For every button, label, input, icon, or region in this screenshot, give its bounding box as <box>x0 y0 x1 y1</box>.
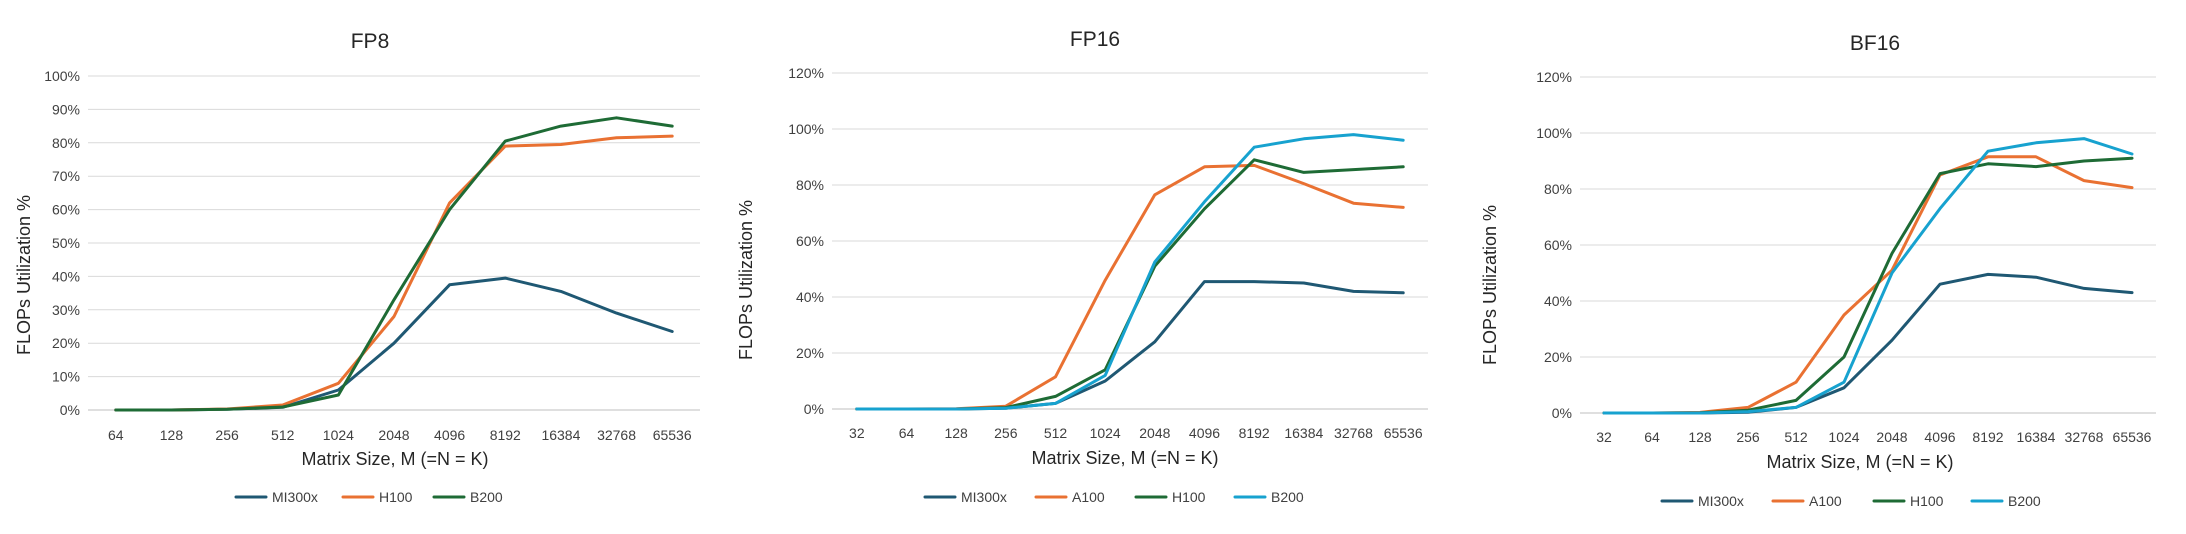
series-line-b200 <box>1602 137 2134 415</box>
chart-title: FP8 <box>351 30 390 53</box>
legend-label-mi300x: MI300x <box>1698 493 1744 509</box>
x-tick-label: 256 <box>994 425 1018 441</box>
x-tick-label: 8192 <box>1972 429 2003 445</box>
x-tick-label: 1024 <box>1090 425 1121 441</box>
legend-label-mi300x: MI300x <box>272 489 318 505</box>
legend-label-mi300x: MI300x <box>961 489 1007 505</box>
chart-title: FP16 <box>1070 28 1120 51</box>
x-tick-label: 64 <box>1644 429 1660 445</box>
y-tick-label: 10% <box>52 369 80 385</box>
fp8-chart: FP8 FLOPs Utilization % Matrix Size, M (… <box>0 0 720 534</box>
y-tick-label: 20% <box>796 345 824 361</box>
x-tick-label: 2048 <box>1876 429 1907 445</box>
legend-label-h100: H100 <box>379 489 413 505</box>
y-tick-label: 30% <box>52 302 80 318</box>
x-axis-label: Matrix Size, M (=N = K) <box>1766 452 1953 472</box>
x-tick-label: 65536 <box>1384 425 1423 441</box>
y-axis-label: FLOPs Utilization % <box>736 200 756 360</box>
x-tick-label: 65536 <box>653 427 692 443</box>
legend-label-a100: A100 <box>1072 489 1105 505</box>
x-tick-label: 64 <box>108 427 124 443</box>
y-tick-label: 80% <box>1544 181 1572 197</box>
y-tick-label: 60% <box>52 202 80 218</box>
fp8-chart-svg: FP8 FLOPs Utilization % Matrix Size, M (… <box>14 30 700 505</box>
y-tick-label: 70% <box>52 168 80 184</box>
x-tick-label: 32768 <box>597 427 636 443</box>
legend-label-a100: A100 <box>1809 493 1842 509</box>
x-tick-label: 128 <box>944 425 968 441</box>
x-tick-label: 512 <box>1784 429 1808 445</box>
x-tick-label: 16384 <box>541 427 580 443</box>
series-line-h100 <box>855 158 1405 411</box>
x-tick-label: 8192 <box>490 427 521 443</box>
legend-label-h100: H100 <box>1910 493 1944 509</box>
x-tick-label: 512 <box>271 427 295 443</box>
y-tick-label: 40% <box>52 268 80 284</box>
fp16-chart-svg: FP16 FLOPs Utilization % Matrix Size, M … <box>736 28 1428 505</box>
x-axis-label: Matrix Size, M (=N = K) <box>301 449 488 469</box>
bf16-chart-svg: BF16 FLOPs Utilization % Matrix Size, M … <box>1480 32 2156 509</box>
x-tick-label: 256 <box>1736 429 1760 445</box>
y-axis-label: FLOPs Utilization % <box>1480 205 1500 365</box>
x-tick-label: 4096 <box>1924 429 1955 445</box>
y-tick-label: 0% <box>804 401 824 417</box>
x-tick-label: 16384 <box>2017 429 2056 445</box>
x-axis-label: Matrix Size, M (=N = K) <box>1031 448 1218 468</box>
series-line-h100 <box>1602 156 2134 415</box>
y-tick-label: 60% <box>796 233 824 249</box>
series-line-a100 <box>1602 155 2134 415</box>
y-tick-label: 100% <box>788 121 824 137</box>
y-tick-label: 80% <box>52 135 80 151</box>
y-tick-label: 40% <box>796 289 824 305</box>
y-tick-label: 40% <box>1544 293 1572 309</box>
y-tick-label: 120% <box>1536 69 1572 85</box>
legend-label-b200: B200 <box>470 489 503 505</box>
x-tick-label: 128 <box>160 427 184 443</box>
x-tick-label: 65536 <box>2113 429 2152 445</box>
x-tick-label: 2048 <box>1139 425 1170 441</box>
y-tick-label: 50% <box>52 235 80 251</box>
y-tick-label: 60% <box>1544 237 1572 253</box>
y-axis-label: FLOPs Utilization % <box>14 195 34 355</box>
x-tick-label: 1024 <box>323 427 354 443</box>
y-tick-label: 0% <box>60 402 80 418</box>
x-tick-label: 32768 <box>1334 425 1373 441</box>
x-tick-label: 32 <box>849 425 865 441</box>
x-tick-label: 2048 <box>378 427 409 443</box>
x-tick-label: 32 <box>1596 429 1612 445</box>
x-tick-label: 8192 <box>1239 425 1270 441</box>
x-tick-label: 16384 <box>1284 425 1323 441</box>
x-tick-label: 512 <box>1044 425 1068 441</box>
legend-label-b200: B200 <box>1271 489 1304 505</box>
y-tick-label: 120% <box>788 65 824 81</box>
x-tick-label: 128 <box>1688 429 1712 445</box>
y-tick-label: 20% <box>1544 349 1572 365</box>
x-tick-label: 4096 <box>1189 425 1220 441</box>
series-line-b200 <box>114 116 674 412</box>
x-tick-label: 32768 <box>2065 429 2104 445</box>
x-tick-label: 64 <box>899 425 915 441</box>
y-tick-label: 90% <box>52 101 80 117</box>
legend-label-b200: B200 <box>2008 493 2041 509</box>
series-line-mi300x <box>855 280 1405 411</box>
fp16-chart: FP16 FLOPs Utilization % Matrix Size, M … <box>730 0 1460 534</box>
series-line-mi300x <box>1602 272 2134 415</box>
x-tick-label: 4096 <box>434 427 465 443</box>
y-tick-label: 100% <box>1536 125 1572 141</box>
bf16-chart: BF16 FLOPs Utilization % Matrix Size, M … <box>1470 0 2186 534</box>
x-tick-label: 256 <box>215 427 239 443</box>
series-line-h100 <box>114 134 674 412</box>
series-line-b200 <box>855 133 1405 411</box>
legend-label-h100: H100 <box>1172 489 1206 505</box>
x-tick-label: 1024 <box>1828 429 1859 445</box>
y-tick-label: 20% <box>52 335 80 351</box>
chart-title: BF16 <box>1850 32 1900 55</box>
y-tick-label: 80% <box>796 177 824 193</box>
y-tick-label: 0% <box>1552 405 1572 421</box>
y-tick-label: 100% <box>44 68 80 84</box>
